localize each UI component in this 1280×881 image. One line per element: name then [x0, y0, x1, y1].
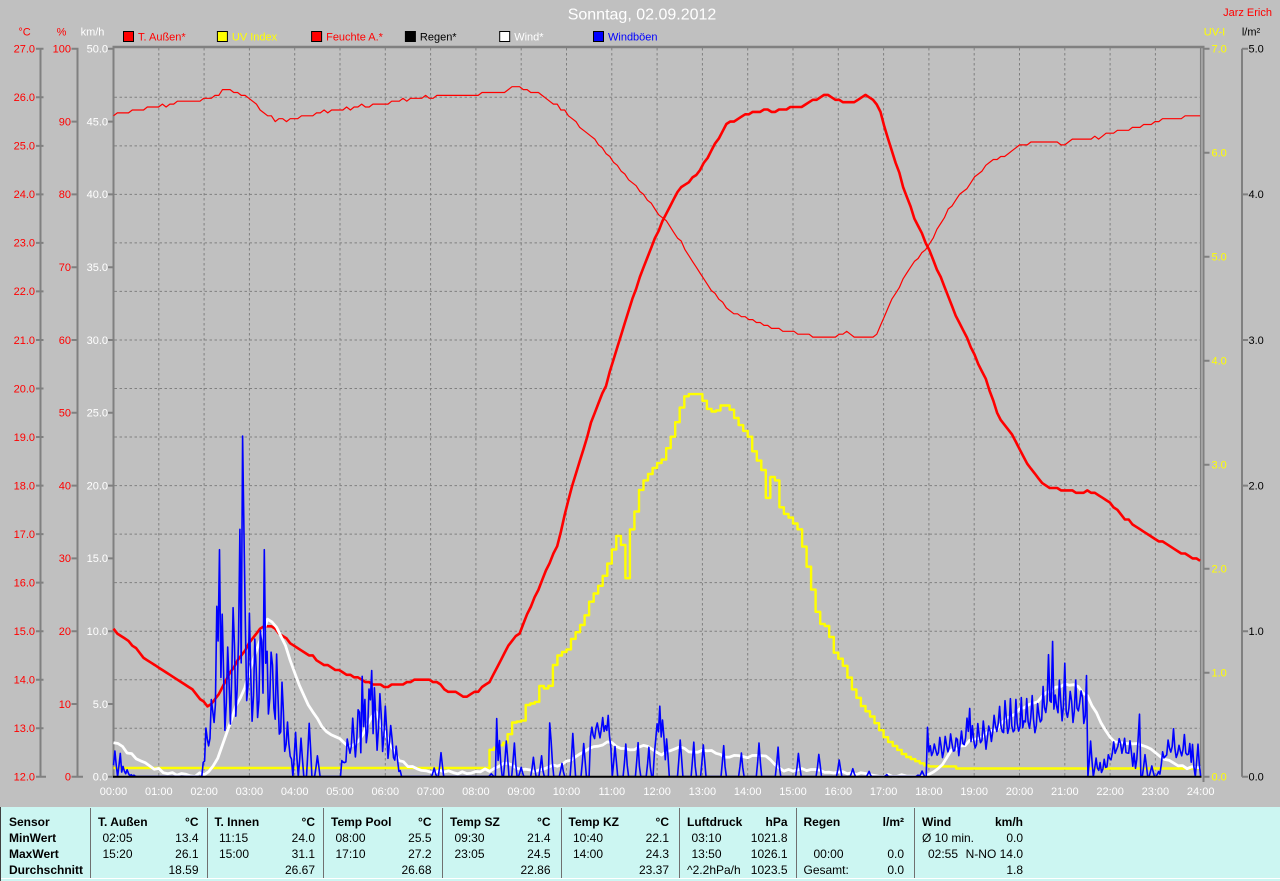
svg-text:7.0: 7.0 [1212, 44, 1227, 56]
svg-text:Sonntag, 02.09.2012: Sonntag, 02.09.2012 [568, 7, 717, 24]
svg-text:10:00: 10:00 [553, 786, 581, 798]
svg-text:30: 30 [59, 553, 71, 565]
svg-text:20.0: 20.0 [14, 383, 35, 395]
svg-text:km/h: km/h [81, 26, 105, 38]
svg-text:1.0: 1.0 [1249, 626, 1264, 638]
svg-text:01:00: 01:00 [145, 786, 173, 798]
svg-text:20: 20 [59, 626, 71, 638]
svg-text:08:00: 08:00 [462, 786, 490, 798]
svg-text:50: 50 [59, 408, 71, 420]
svg-text:70: 70 [59, 262, 71, 274]
svg-text:07:00: 07:00 [417, 786, 445, 798]
svg-text:21:00: 21:00 [1051, 786, 1079, 798]
svg-text:5.0: 5.0 [93, 699, 108, 711]
svg-text:13:00: 13:00 [689, 786, 717, 798]
svg-text:Regen*: Regen* [420, 31, 457, 43]
svg-text:14.0: 14.0 [14, 675, 35, 687]
svg-text:1.0: 1.0 [1212, 668, 1227, 680]
svg-text:18.0: 18.0 [14, 480, 35, 492]
svg-text:04:00: 04:00 [281, 786, 309, 798]
svg-text:13.0: 13.0 [14, 723, 35, 735]
svg-text:16:00: 16:00 [825, 786, 853, 798]
svg-text:15.0: 15.0 [87, 553, 108, 565]
svg-text:Wind*: Wind* [514, 31, 544, 43]
svg-text:5.0: 5.0 [1212, 252, 1227, 264]
svg-text:12:00: 12:00 [643, 786, 671, 798]
svg-text:4.0: 4.0 [1212, 356, 1227, 368]
svg-text:23.0: 23.0 [14, 238, 35, 250]
svg-text:50.0: 50.0 [87, 44, 108, 56]
svg-text:30.0: 30.0 [87, 335, 108, 347]
svg-text:40.0: 40.0 [87, 189, 108, 201]
svg-text:Feuchte A.*: Feuchte A.* [326, 31, 384, 43]
svg-text:3.0: 3.0 [1249, 335, 1264, 347]
svg-text:19.0: 19.0 [14, 432, 35, 444]
svg-text:UV-I: UV-I [1204, 26, 1225, 38]
svg-text:0.0: 0.0 [1212, 772, 1227, 784]
svg-text:22.0: 22.0 [14, 286, 35, 298]
svg-text:20:00: 20:00 [1006, 786, 1034, 798]
svg-text:22:00: 22:00 [1096, 786, 1124, 798]
svg-text:90: 90 [59, 116, 71, 128]
svg-text:15:00: 15:00 [779, 786, 807, 798]
svg-text:°C: °C [18, 26, 30, 38]
svg-text:11:00: 11:00 [598, 786, 625, 798]
svg-text:18:00: 18:00 [915, 786, 943, 798]
svg-text:27.0: 27.0 [14, 44, 35, 56]
svg-text:02:00: 02:00 [190, 786, 218, 798]
svg-text:80: 80 [59, 189, 71, 201]
svg-text:3.0: 3.0 [1212, 460, 1227, 472]
svg-text:23:00: 23:00 [1142, 786, 1170, 798]
svg-text:2.0: 2.0 [1212, 564, 1227, 576]
svg-text:UV Index: UV Index [232, 31, 278, 43]
svg-text:06:00: 06:00 [372, 786, 400, 798]
svg-text:T. Außen*: T. Außen* [138, 31, 186, 43]
svg-text:60: 60 [59, 335, 71, 347]
svg-text:100: 100 [53, 44, 71, 56]
svg-text:17:00: 17:00 [870, 786, 898, 798]
svg-text:25.0: 25.0 [14, 141, 35, 153]
svg-text:24:00: 24:00 [1187, 786, 1215, 798]
svg-text:0.0: 0.0 [1249, 772, 1264, 784]
svg-text:0: 0 [65, 772, 71, 784]
svg-text:2.0: 2.0 [1249, 480, 1264, 492]
svg-text:24.0: 24.0 [14, 189, 35, 201]
svg-text:03:00: 03:00 [236, 786, 264, 798]
svg-text:00:00: 00:00 [100, 786, 128, 798]
svg-text:5.0: 5.0 [1249, 44, 1264, 56]
svg-text:20.0: 20.0 [87, 480, 108, 492]
svg-text:Windböen: Windböen [608, 31, 658, 43]
svg-text:25.0: 25.0 [87, 408, 108, 420]
svg-text:12.0: 12.0 [14, 772, 35, 784]
svg-text:Jarz Erich: Jarz Erich [1223, 7, 1272, 19]
svg-text:40: 40 [59, 480, 71, 492]
svg-text:6.0: 6.0 [1212, 148, 1227, 160]
svg-text:09:00: 09:00 [507, 786, 535, 798]
svg-text:4.0: 4.0 [1249, 189, 1264, 201]
svg-text:%: % [57, 26, 67, 38]
svg-text:05:00: 05:00 [326, 786, 354, 798]
svg-text:35.0: 35.0 [87, 262, 108, 274]
svg-text:15.0: 15.0 [14, 626, 35, 638]
svg-text:21.0: 21.0 [14, 335, 35, 347]
svg-text:l/m²: l/m² [1242, 26, 1261, 38]
svg-text:0.0: 0.0 [93, 772, 108, 784]
svg-text:45.0: 45.0 [87, 116, 108, 128]
svg-text:10: 10 [59, 699, 71, 711]
svg-text:16.0: 16.0 [14, 577, 35, 589]
svg-text:19:00: 19:00 [960, 786, 988, 798]
svg-text:26.0: 26.0 [14, 92, 35, 104]
svg-text:14:00: 14:00 [734, 786, 762, 798]
svg-text:17.0: 17.0 [14, 529, 35, 541]
svg-text:10.0: 10.0 [87, 626, 108, 638]
